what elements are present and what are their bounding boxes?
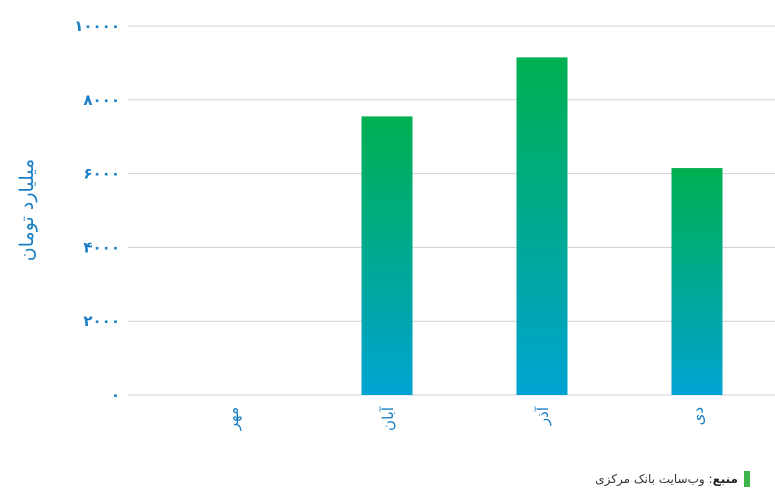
y-tick-label-3: ۶۰۰۰ [83, 165, 120, 183]
source-marker-icon [744, 471, 750, 487]
bar-chart: ۰ ۲۰۰۰ ۴۰۰۰ ۶۰۰۰ ۸۰۰۰ ۱۰۰۰۰ مهر آبان آذر دی میلی… [16, 17, 775, 431]
bar-1 [361, 116, 413, 395]
source-colon: : [708, 472, 713, 486]
y-axis-ticks: ۰ ۲۰۰۰ ۴۰۰۰ ۶۰۰۰ ۸۰۰۰ ۱۰۰۰۰ [74, 17, 120, 404]
y-axis-label: میلیارد تومان [16, 159, 38, 261]
x-category-label-3: دی [689, 407, 707, 425]
y-tick-label-0: ۰ [111, 386, 120, 404]
source-note: منبع: وب‌سایت بانک مرکزی [595, 471, 750, 487]
y-tick-label-5: ۱۰۰۰۰ [74, 17, 120, 35]
x-category-label-0: مهر [224, 407, 242, 431]
y-tick-label-2: ۴۰۰۰ [83, 238, 120, 256]
y-tick-label-1: ۲۰۰۰ [83, 312, 120, 330]
source-key: منبع [712, 472, 738, 486]
bar-2 [516, 57, 568, 396]
gridlines [128, 25, 775, 396]
x-category-label-2: آذر [534, 406, 552, 426]
bar-3 [671, 168, 723, 395]
y-tick-label-4: ۸۰۰۰ [83, 91, 120, 109]
x-category-label-1: آبان [379, 406, 397, 431]
bars [361, 57, 723, 396]
source-text: وب‌سایت بانک مرکزی [595, 472, 705, 486]
x-axis-categories: مهر آبان آذر دی [224, 406, 707, 431]
